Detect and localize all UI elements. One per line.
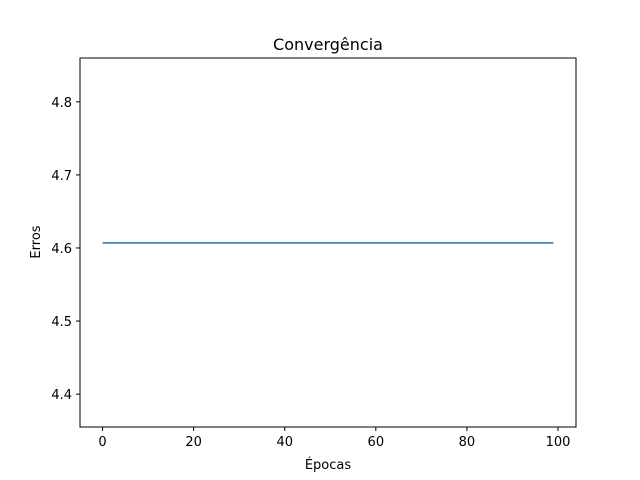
x-tick-label: 20: [185, 435, 202, 450]
x-tick-label: 40: [276, 435, 293, 450]
plot-frame: [79, 57, 577, 428]
y-axis-ticks: 4.4 4.5 4.6 4.7 4.8: [51, 96, 80, 403]
y-tick-label: 4.6: [51, 242, 72, 257]
x-axis-label: Épocas: [305, 457, 352, 473]
x-tick-label: 100: [546, 435, 571, 450]
y-axis-label: Erros: [29, 225, 44, 258]
x-axis-ticks: 0 20 40 60 80 100: [98, 427, 570, 450]
chart-title: Convergência: [273, 35, 383, 54]
x-tick-label: 60: [368, 435, 385, 450]
y-tick-label: 4.5: [51, 315, 72, 330]
x-tick-label: 80: [459, 435, 476, 450]
plot-area: 0 20 40 60 80 100 4.4 4.5 4.6 4.7 4.8: [51, 57, 577, 450]
y-tick-label: 4.7: [51, 169, 72, 184]
y-tick-label: 4.4: [51, 388, 72, 403]
x-tick-label: 0: [98, 435, 106, 450]
y-tick-label: 4.8: [51, 96, 72, 111]
